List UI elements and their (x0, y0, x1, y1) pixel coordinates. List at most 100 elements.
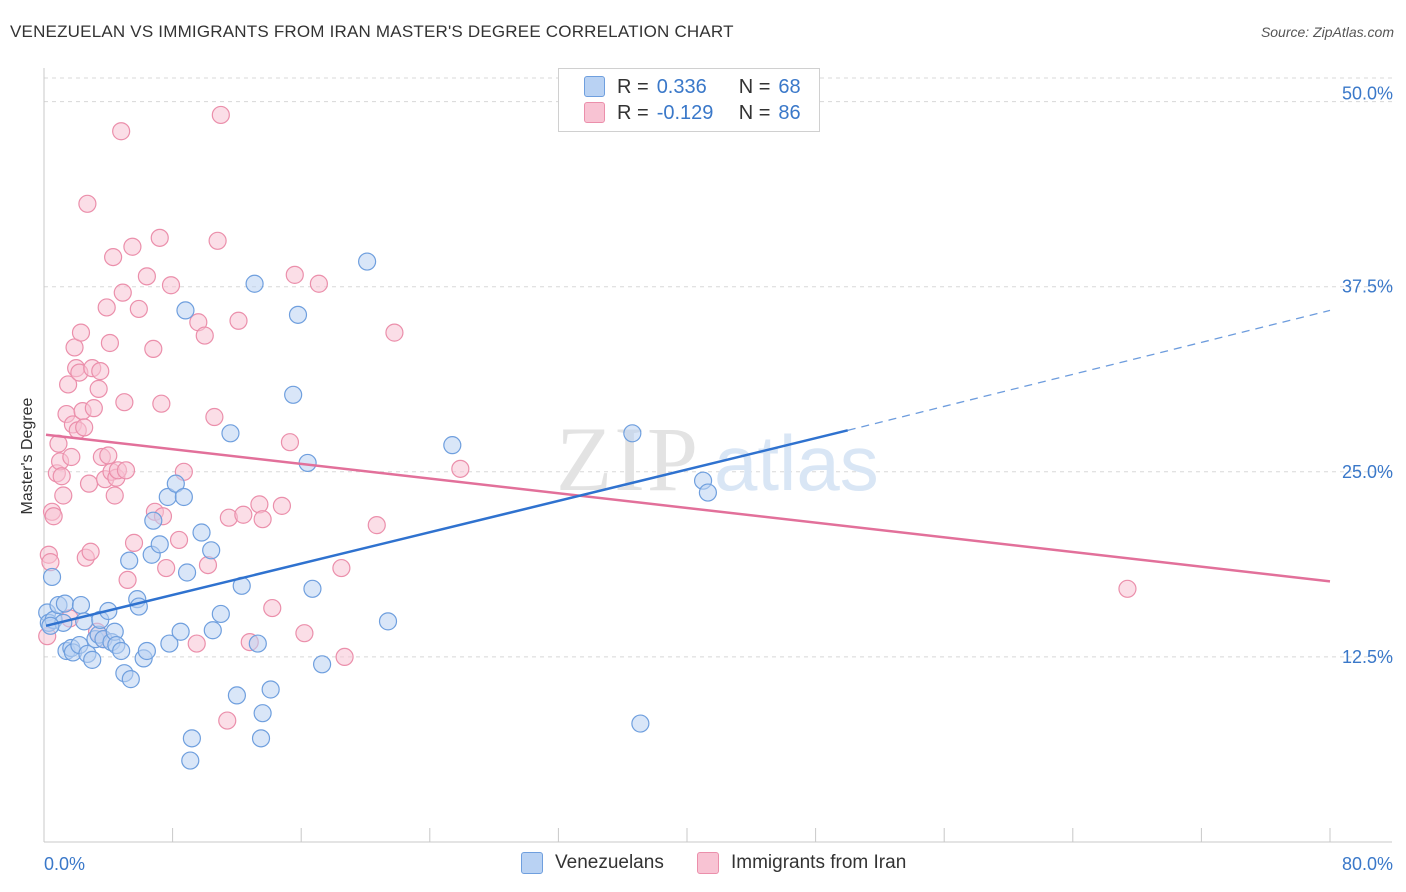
point-iran (208, 231, 227, 250)
point-iran (161, 276, 181, 295)
legend-n-label: N = (738, 75, 771, 98)
x-tick-label: 80.0% (1342, 854, 1393, 874)
point-iran (335, 647, 354, 667)
point-iran (385, 323, 404, 342)
point-venezuelan (284, 385, 303, 404)
point-venezuelan (251, 729, 271, 748)
point-iran (52, 467, 71, 486)
legend-swatch-pink (584, 102, 605, 123)
legend-swatch-blue (521, 852, 543, 874)
point-iran (285, 265, 304, 284)
point-iran (195, 326, 214, 345)
point-venezuelan (120, 551, 139, 570)
point-iran (71, 323, 91, 342)
point-iran (84, 399, 103, 418)
trend-line-venezuelans (45, 429, 849, 628)
point-venezuelan (202, 541, 221, 560)
point-iran (44, 507, 63, 526)
point-venezuelan (698, 483, 717, 502)
legend-label-iran: Immigrants from Iran (731, 852, 907, 873)
point-iran (169, 530, 189, 550)
point-venezuelan (83, 650, 102, 669)
point-venezuelan (211, 604, 230, 624)
point-venezuelan (174, 487, 193, 507)
point-venezuelan (42, 567, 62, 587)
point-iran (54, 486, 73, 505)
point-iran (272, 496, 292, 515)
point-venezuelan (221, 424, 240, 443)
point-venezuelan (182, 729, 201, 748)
point-venezuelan (171, 622, 190, 641)
point-venezuelan (443, 436, 462, 455)
point-venezuelan (303, 579, 322, 598)
point-iran (250, 495, 269, 514)
watermark-zip: ZIP (556, 408, 700, 510)
point-venezuelan (71, 595, 91, 615)
point-iran (78, 194, 97, 213)
point-iran (229, 311, 248, 330)
point-venezuelan (378, 612, 398, 631)
legend-swatch-pink (697, 852, 719, 874)
point-venezuelan (261, 680, 280, 699)
point-venezuelan (150, 535, 169, 554)
legend-r-label: R = (617, 75, 649, 98)
y-axis-title: Master's Degree (19, 397, 36, 514)
point-venezuelan (288, 305, 308, 324)
tick-labels: 12.5% 25.0% 37.5% 50.0% 0.0% 80.0% (44, 84, 1393, 874)
point-iran (113, 283, 132, 302)
point-iran (79, 474, 99, 493)
legend-swatch-blue (584, 76, 605, 97)
point-venezuelan (253, 704, 272, 723)
point-iran (100, 333, 120, 353)
point-iran (104, 247, 123, 267)
point-iran (332, 558, 351, 578)
point-iran (105, 486, 124, 505)
legend-r-value: -0.129 (656, 101, 714, 124)
legend-r-value: 0.336 (656, 75, 707, 98)
point-iran (198, 555, 218, 575)
point-iran (309, 274, 328, 293)
point-venezuelan (181, 751, 200, 770)
point-venezuelan (144, 511, 163, 530)
point-iran (211, 105, 230, 125)
legend-label-venezuelans: Venezuelans (555, 852, 664, 873)
legend-n-value: 86 (778, 101, 801, 124)
point-venezuelan (248, 634, 267, 653)
point-iran (116, 461, 136, 480)
point-venezuelan (203, 621, 222, 640)
x-tick-label: 0.0% (44, 854, 85, 874)
y-tick-label: 12.5% (1342, 647, 1393, 667)
legend-item-venezuelans: Venezuelans (521, 852, 664, 874)
point-iran (280, 433, 300, 452)
point-iran (91, 362, 110, 381)
point-venezuelan (312, 655, 332, 674)
point-iran (295, 624, 314, 643)
point-iran (123, 237, 142, 256)
watermark: ZIP atlas (556, 408, 879, 510)
point-iran (59, 375, 78, 394)
y-tick-label: 50.0% (1342, 84, 1393, 104)
point-iran (253, 510, 272, 529)
point-iran (112, 122, 131, 141)
point-iran (62, 447, 81, 467)
trend-lines (45, 309, 1331, 628)
point-iran (157, 558, 176, 578)
legend-n-label: N = (738, 101, 771, 124)
series-immigrants-from-iran (38, 105, 1137, 730)
chart-title: VENEZUELAN VS IMMIGRANTS FROM IRAN MASTE… (10, 22, 734, 41)
axes (43, 68, 1392, 843)
correlation-legend: R = 0.336 N = 68 R = -0.129 N = 86 (558, 68, 820, 132)
point-iran (152, 394, 171, 413)
source-label: Source: ZipAtlas.com (1260, 24, 1394, 40)
point-venezuelan (160, 634, 179, 653)
point-iran (124, 533, 144, 552)
point-venezuelan (192, 523, 211, 542)
point-iran (81, 542, 100, 561)
point-iran (137, 267, 156, 286)
point-venezuelan (631, 714, 650, 733)
point-venezuelan (55, 594, 74, 613)
point-iran (263, 598, 282, 618)
point-iran (97, 298, 116, 317)
y-tick-label: 37.5% (1342, 277, 1393, 297)
